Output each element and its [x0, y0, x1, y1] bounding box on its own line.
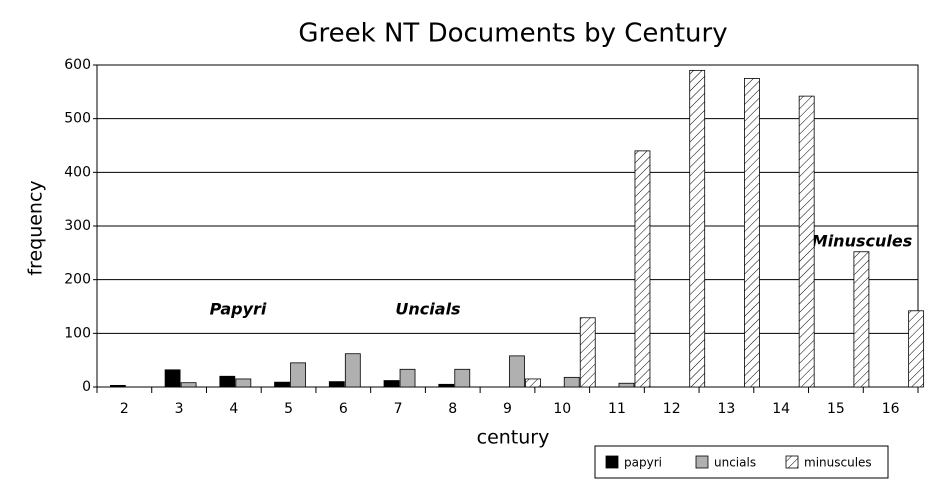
bar	[579, 317, 596, 388]
legend-box	[594, 445, 889, 479]
x-tick-label: 14	[772, 401, 790, 417]
bar	[853, 251, 870, 388]
y-tick-label: 400	[64, 164, 91, 180]
legend-swatch	[695, 455, 709, 469]
chart-title: Greek NT Documents by Century	[298, 19, 727, 49]
x-tick-label: 5	[284, 401, 293, 417]
x-tick-label: 11	[608, 401, 626, 417]
y-axis-title: frequency	[25, 180, 47, 275]
x-tick-label: 15	[827, 401, 845, 417]
bar	[908, 310, 925, 388]
annotation: Minuscules	[812, 232, 912, 251]
bar	[438, 383, 455, 388]
y-tick-label: 300	[64, 218, 91, 234]
plot-border	[96, 64, 919, 388]
legend-label: minuscules	[804, 456, 872, 470]
y-tick-label: 200	[64, 272, 91, 288]
x-tick-label: 16	[882, 401, 900, 417]
x-tick-label: 10	[553, 401, 571, 417]
bar	[798, 95, 815, 388]
x-tick-label: 12	[663, 401, 681, 417]
x-tick-label: 13	[718, 401, 736, 417]
bar	[344, 353, 361, 388]
bar	[235, 378, 252, 388]
bar	[383, 380, 400, 388]
bar	[525, 378, 541, 388]
x-tick-label: 8	[448, 401, 457, 417]
bar	[744, 78, 760, 388]
bar	[109, 384, 126, 388]
y-tick-label: 500	[64, 111, 91, 127]
bar	[618, 382, 635, 388]
bar	[164, 369, 181, 388]
annotation: Uncials	[395, 300, 460, 319]
legend-swatch	[785, 455, 799, 469]
bar	[219, 375, 236, 388]
x-tick-label: 6	[339, 401, 348, 417]
x-tick-label: 9	[503, 401, 512, 417]
bar	[180, 382, 197, 388]
bar	[328, 381, 345, 388]
legend-swatch	[605, 455, 619, 469]
y-tick-label: 600	[64, 57, 91, 73]
bar	[399, 368, 416, 388]
legend-label: uncials	[714, 456, 756, 470]
legend-label: papyri	[624, 456, 662, 470]
annotation: Papyri	[210, 300, 267, 319]
x-axis-title: century	[477, 427, 550, 449]
bar	[290, 362, 306, 388]
x-tick-label: 7	[394, 401, 403, 417]
x-tick-label: 2	[120, 401, 129, 417]
y-tick-label: 0	[82, 379, 91, 395]
bar	[509, 355, 525, 388]
bar	[274, 381, 290, 388]
bar	[689, 69, 706, 388]
bar	[563, 376, 580, 388]
bar	[454, 368, 471, 388]
y-tick-label: 100	[64, 325, 91, 341]
x-tick-label: 4	[229, 401, 238, 417]
bar	[634, 150, 651, 388]
x-tick-label: 3	[175, 401, 184, 417]
